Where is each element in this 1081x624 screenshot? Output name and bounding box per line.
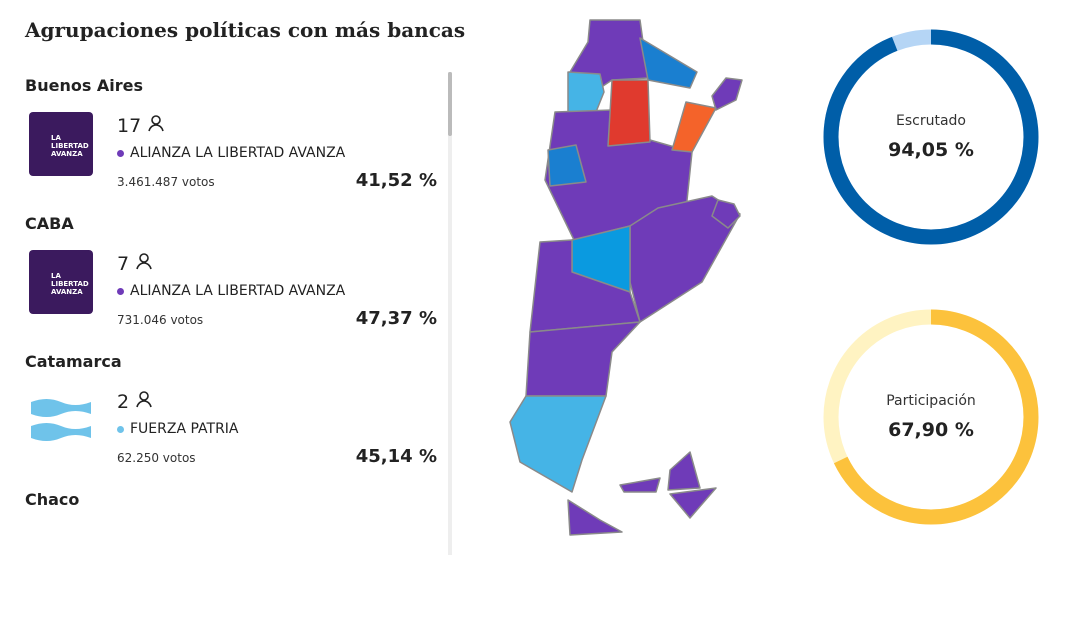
- seat-count: 2: [117, 390, 153, 413]
- vote-count: 62.250 votos: [117, 451, 196, 465]
- vote-percent: 41,52 %: [355, 170, 437, 191]
- gauge-value: 94,05 %: [888, 139, 974, 161]
- seat-count: 17: [117, 114, 165, 137]
- province-item[interactable]: Catamarca 2 FUERZA PATRIA 62.250 votos 4…: [25, 348, 437, 486]
- gauge-label: Escrutado: [896, 113, 966, 129]
- page-body: Agrupaciones políticas con más bancas Bu…: [0, 0, 1081, 555]
- gauge-arc: [823, 309, 1039, 525]
- scrollbar-thumb[interactable]: [448, 72, 452, 136]
- province-item[interactable]: CABA LA LIBERTAD AVANZA 7 ALIANZA LA LIB…: [25, 210, 437, 348]
- province-shape[interactable]: [607, 79, 651, 147]
- gauge-label: Participación: [886, 393, 976, 409]
- vote-count: 3.461.487 votos: [117, 175, 215, 189]
- person-icon: [148, 115, 165, 132]
- province-name: Catamarca: [25, 352, 122, 371]
- province-name: Buenos Aires: [25, 76, 144, 95]
- province-shape[interactable]: [567, 499, 623, 536]
- province-shape[interactable]: [547, 144, 587, 187]
- province-name: CABA: [25, 214, 74, 233]
- province-shape[interactable]: [567, 71, 605, 117]
- island-shape[interactable]: [667, 451, 701, 491]
- province-shape[interactable]: [525, 321, 641, 397]
- party-name: ALIANZA LA LIBERTAD AVANZA: [117, 283, 345, 299]
- vote-count: 731.046 votos: [117, 313, 204, 327]
- page-title: Agrupaciones políticas con más bancas: [25, 18, 466, 42]
- party-name: ALIANZA LA LIBERTAD AVANZA: [117, 145, 345, 161]
- gauge-arc: [823, 29, 1039, 245]
- province-item[interactable]: Buenos Aires LA LIBERTAD AVANZA 17 ALIAN…: [25, 72, 437, 210]
- seat-number: 7: [117, 253, 130, 275]
- province-shape[interactable]: [509, 395, 607, 493]
- province-shape[interactable]: [711, 77, 743, 111]
- person-icon: [136, 391, 152, 408]
- province-shape[interactable]: [569, 19, 649, 89]
- party-logo: LA LIBERTAD AVANZA: [29, 250, 93, 314]
- seat-number: 2: [117, 391, 130, 413]
- province-item[interactable]: Chaco: [25, 486, 437, 624]
- party-logo: [31, 399, 91, 441]
- province-shape[interactable]: [639, 37, 698, 89]
- scrollbar-track: [448, 72, 452, 555]
- vote-percent: 47,37 %: [355, 308, 437, 329]
- vote-percent: 45,14 %: [355, 446, 437, 467]
- island-shape[interactable]: [619, 477, 661, 493]
- person-icon: [136, 253, 152, 270]
- party-name: FUERZA PATRIA: [117, 421, 239, 437]
- province-shape[interactable]: [671, 101, 717, 153]
- seat-number: 17: [117, 115, 142, 137]
- page: Agrupaciones políticas con más bancas {"…: [0, 0, 1081, 555]
- province-name: Chaco: [25, 490, 80, 509]
- party-logo: LA LIBERTAD AVANZA: [29, 112, 93, 176]
- gauge-value: 67,90 %: [888, 419, 974, 441]
- island-shape[interactable]: [669, 487, 717, 519]
- graphics: Escrutado 94,05 % Participación 67,90 %: [509, 19, 1039, 536]
- argentina-map[interactable]: [509, 19, 743, 536]
- seat-count: 7: [117, 252, 153, 275]
- province-shape[interactable]: [711, 199, 741, 229]
